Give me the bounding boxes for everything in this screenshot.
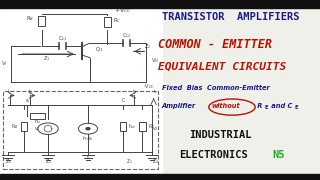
Text: and C: and C	[269, 103, 292, 109]
Text: Z$_2$: Z$_2$	[144, 42, 151, 51]
Bar	[104, 17, 111, 26]
Text: N5: N5	[272, 150, 284, 160]
Text: EQUIVALENT CIRCUITS: EQUIVALENT CIRCUITS	[158, 61, 287, 71]
Text: i$_2$: i$_2$	[132, 87, 137, 96]
Text: i$_b$: i$_b$	[28, 87, 33, 96]
Text: i$_o$: i$_o$	[153, 87, 158, 96]
Bar	[139, 122, 146, 131]
Text: Z$_1$: Z$_1$	[126, 158, 133, 166]
Text: ELECTRONICS: ELECTRONICS	[179, 150, 248, 160]
Bar	[0, 174, 320, 180]
Text: TRANSISTOR  AMPLIFIERS: TRANSISTOR AMPLIFIERS	[162, 12, 299, 22]
Text: COMMON - EMITTER: COMMON - EMITTER	[158, 38, 272, 51]
Text: -V$_{CC}$: -V$_{CC}$	[143, 82, 155, 91]
Text: C$_{C1}$: C$_{C1}$	[58, 34, 67, 43]
Bar	[3, 91, 158, 169]
Text: V$_O$: V$_O$	[151, 56, 159, 65]
Text: Z$_1$: Z$_1$	[43, 54, 50, 63]
Text: C: C	[122, 98, 125, 103]
Text: E: E	[265, 105, 268, 110]
Text: Z$_1$: Z$_1$	[44, 158, 52, 166]
Text: C$_{C2}$: C$_{C2}$	[122, 31, 131, 40]
Text: v$_1$: v$_1$	[34, 125, 40, 133]
Text: V$_i$: V$_i$	[1, 59, 7, 68]
Text: R: R	[255, 103, 263, 109]
Text: a: a	[26, 98, 28, 103]
Text: R$_B$: R$_B$	[11, 122, 18, 131]
Text: Q$_1$: Q$_1$	[95, 45, 103, 54]
Bar	[0, 0, 320, 8]
Text: R$_B$: R$_B$	[26, 14, 35, 23]
Text: R$_C$: R$_C$	[113, 16, 121, 25]
Bar	[0, 8, 162, 174]
Text: Fixed  Bias  Common-Emitter: Fixed Bias Common-Emitter	[162, 86, 269, 91]
Text: h$_{oe}$: h$_{oe}$	[128, 122, 137, 131]
Text: h$_{ie}$: h$_{ie}$	[34, 117, 42, 126]
Bar	[21, 122, 27, 131]
Text: v$_2$: v$_2$	[152, 125, 158, 133]
Text: +V$_{CC}$: +V$_{CC}$	[114, 6, 132, 15]
Text: h$_{fe}$i$_b$: h$_{fe}$i$_b$	[82, 134, 94, 143]
Text: R$_C$: R$_C$	[148, 122, 156, 131]
Text: Amplifier: Amplifier	[162, 103, 196, 109]
Circle shape	[86, 128, 90, 130]
Bar	[30, 113, 45, 119]
Bar	[120, 122, 126, 131]
Text: INDUSTRIAL: INDUSTRIAL	[189, 130, 251, 141]
Text: Z$_s$: Z$_s$	[4, 158, 12, 166]
Text: E: E	[294, 105, 298, 110]
Bar	[38, 16, 45, 26]
Text: without: without	[211, 103, 240, 109]
Text: Z$_2$: Z$_2$	[152, 158, 159, 166]
Text: E: E	[87, 156, 89, 159]
Text: i$_s$: i$_s$	[7, 87, 12, 96]
